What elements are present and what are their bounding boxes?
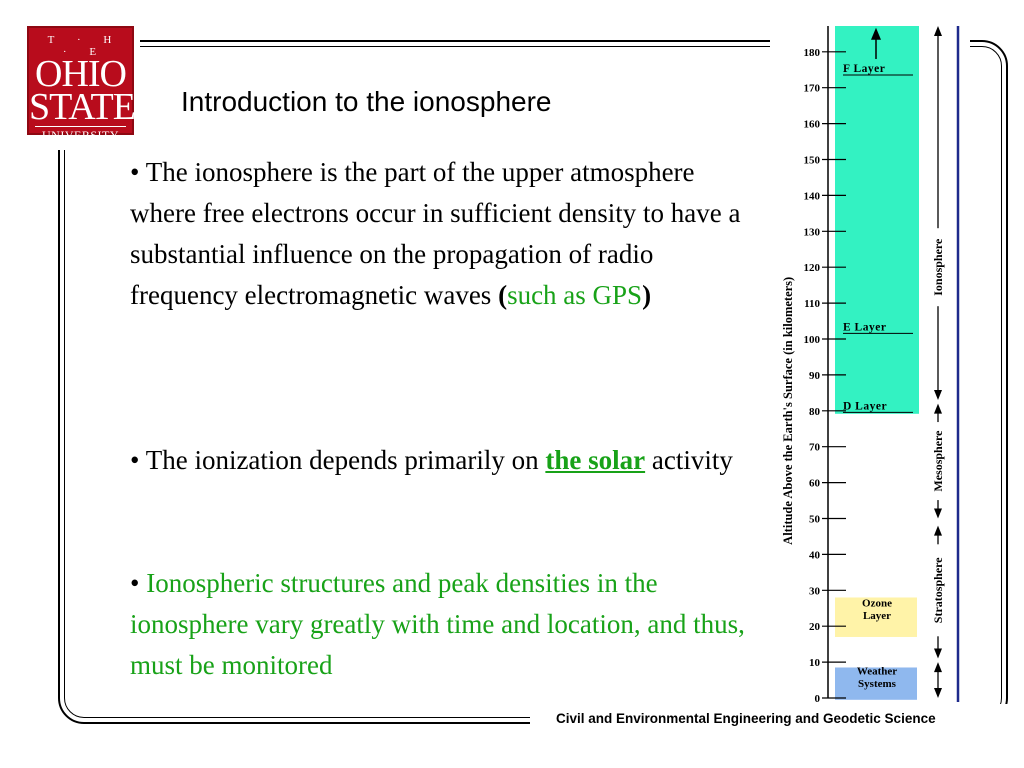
bullet-structures: • Ionospheric structures and peak densit… <box>130 563 750 686</box>
tick-label-40: 40 <box>809 549 821 561</box>
ionosphere-label: Ionosphere <box>931 238 945 296</box>
mesosphere-label-bg <box>930 422 946 501</box>
tick-label-130: 130 <box>804 226 821 238</box>
troposphere-arrow-head-down <box>934 688 942 698</box>
ohio-state-logo: T · H · E OHIO STATE UNIVERSITY <box>27 26 136 142</box>
weather-label-2: Systems <box>858 678 897 690</box>
bullet2-after: activity <box>645 445 733 475</box>
tick-label-90: 90 <box>809 370 821 382</box>
tick-label-70: 70 <box>809 442 821 454</box>
tick-label-100: 100 <box>804 334 821 346</box>
tick-label-120: 120 <box>804 262 821 274</box>
ionosphere-band <box>835 26 919 414</box>
tick-label-20: 20 <box>809 621 821 633</box>
tick-label-110: 110 <box>804 298 820 310</box>
atmosphere-diagram: 0 10 20 30 40 50 60 70 80 90 100 110 120 130 140 150 160… <box>770 26 970 710</box>
tick-label-50: 50 <box>809 514 821 526</box>
f-layer-arrow-head <box>871 27 881 40</box>
stratosphere-label: Stratosphere <box>931 557 945 623</box>
troposphere-arrow-head-up <box>934 662 942 673</box>
tick-label-30: 30 <box>809 585 821 597</box>
bullet-ionosphere-definition: • The ionosphere is the part of the uppe… <box>130 152 750 316</box>
bullet-ionization: • The ionization depends primarily on th… <box>130 440 750 481</box>
footer-text: Civil and Environmental Engineering and … <box>556 711 936 726</box>
mesosphere-arrow-head-up <box>934 403 942 414</box>
slide-title: Introduction to the ionosphere <box>181 86 552 117</box>
tick-label-80: 80 <box>809 406 821 418</box>
atmosphere-diagram-svg: 0 10 20 30 40 50 60 70 80 90 100 110 120 130 140 150 160… <box>781 26 960 705</box>
tick-label-0: 0 <box>815 693 821 705</box>
logo-the: T · H · E <box>47 34 122 58</box>
tick-label-180: 180 <box>804 47 821 59</box>
axis-title: Altitude Above the Earth's Surface (in k… <box>781 277 795 545</box>
tick-label-10: 10 <box>809 657 821 669</box>
logo-state: STATE <box>29 86 136 128</box>
weather-label-1: Weather <box>857 666 897 678</box>
bullet1-text: • The ionosphere is the part of the uppe… <box>130 157 741 310</box>
tick-label-140: 140 <box>804 190 821 202</box>
bullet1-green-text: such as GPS <box>507 280 643 310</box>
bullet3-text: Ionospheric structures and peak densitie… <box>130 568 745 680</box>
stratosphere-arrow-head-down <box>934 648 942 659</box>
ionosphere-label-bg <box>930 228 946 307</box>
stratosphere-arrow-head-up <box>934 525 942 536</box>
d-layer-label: D Layer <box>843 400 887 412</box>
logo-university: UNIVERSITY <box>35 126 126 143</box>
tick-label-160: 160 <box>804 119 821 131</box>
ozone-label-1: Ozone <box>862 597 892 609</box>
f-layer-label: F Layer <box>843 63 885 75</box>
e-layer-label: E Layer <box>843 321 886 333</box>
bullet2-text: • The ionization depends primarily on <box>130 445 546 475</box>
mesosphere-label: Mesosphere <box>931 430 945 492</box>
ozone-box <box>835 597 917 637</box>
tick-label-150: 150 <box>804 155 821 167</box>
solar-link[interactable]: the solar <box>545 445 646 475</box>
ionosphere-arrow-head-up <box>934 26 942 36</box>
tick-label-170: 170 <box>804 83 821 95</box>
tick-label-60: 60 <box>809 478 821 490</box>
ionosphere-arrow-head-down <box>934 390 942 401</box>
bullet3-bullet: • <box>130 568 147 598</box>
mesosphere-arrow-head-down <box>934 508 942 519</box>
ozone-label-2: Layer <box>863 610 891 622</box>
logo-ohio: OHIO <box>35 53 127 95</box>
footer-bar: Civil and Environmental Engineering and … <box>530 704 1024 732</box>
bullet1-paren-close: ) <box>642 280 652 310</box>
bullet1-paren-open: ( <box>498 280 508 310</box>
stratosphere-label-bg <box>930 544 946 637</box>
weather-box <box>835 667 917 700</box>
